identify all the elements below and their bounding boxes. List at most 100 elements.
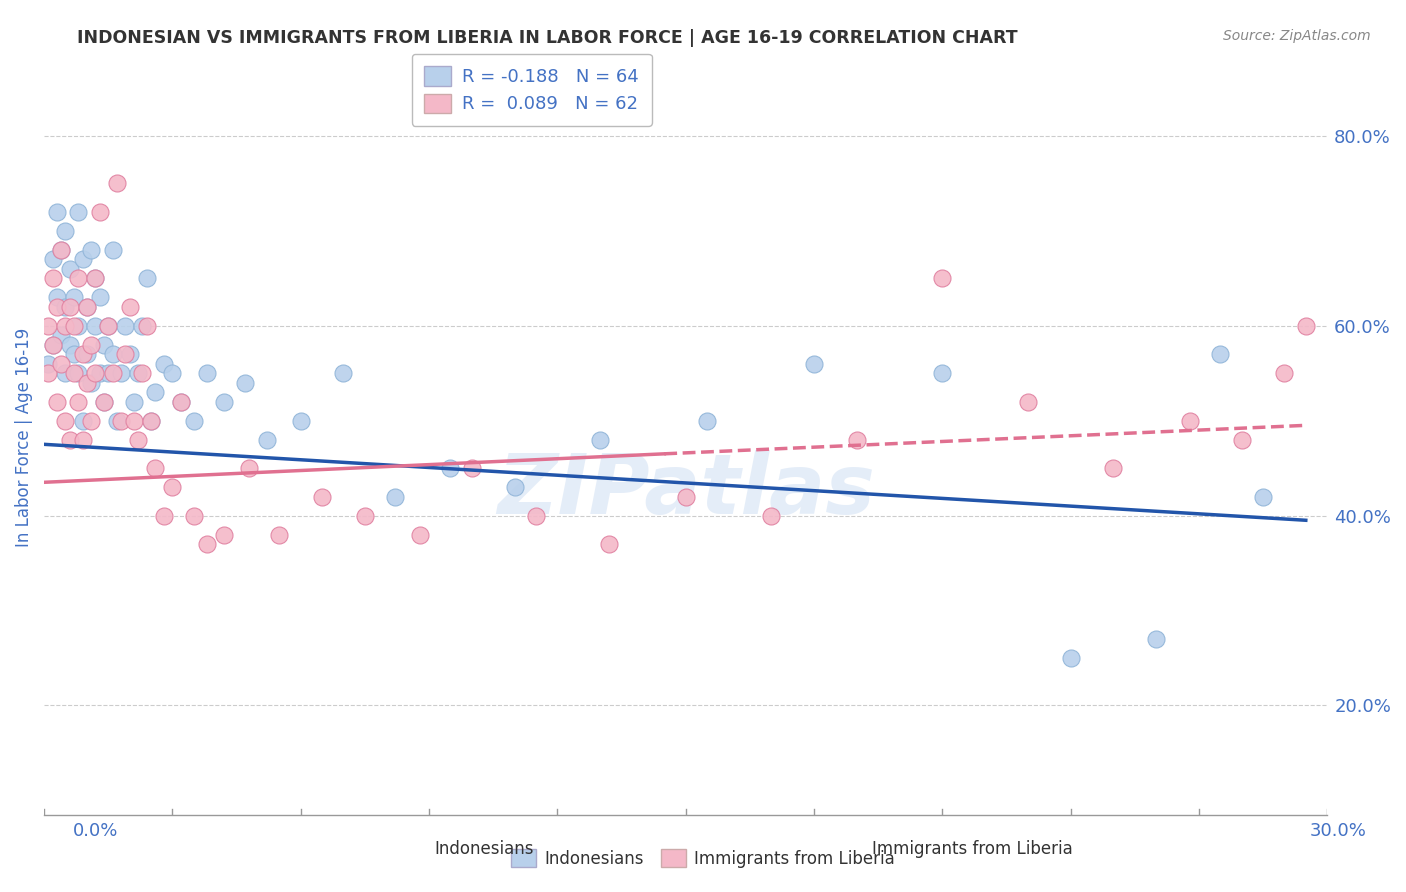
Point — [598, 537, 620, 551]
Legend: R = -0.188   N = 64, R =  0.089   N = 62: R = -0.188 N = 64, R = 0.089 N = 62 — [412, 54, 651, 126]
Point — [195, 537, 218, 551]
Point — [1144, 632, 1167, 646]
Point — [76, 376, 98, 390]
Point — [114, 318, 136, 333]
Point — [524, 508, 547, 523]
Point — [195, 366, 218, 380]
Point — [384, 490, 406, 504]
Point — [845, 433, 868, 447]
Text: ZIPatlas: ZIPatlas — [496, 450, 875, 531]
Point — [41, 337, 63, 351]
Point — [1230, 433, 1253, 447]
Point — [127, 366, 149, 380]
Point — [803, 357, 825, 371]
Point — [135, 271, 157, 285]
Y-axis label: In Labor Force | Age 16-19: In Labor Force | Age 16-19 — [15, 327, 32, 547]
Point — [63, 318, 86, 333]
Point — [89, 366, 111, 380]
Point — [84, 271, 107, 285]
Point — [118, 300, 141, 314]
Point — [59, 300, 82, 314]
Point — [51, 357, 73, 371]
Point — [143, 461, 166, 475]
Point — [290, 414, 312, 428]
Point — [238, 461, 260, 475]
Point — [183, 508, 205, 523]
Point — [162, 480, 184, 494]
Point — [1017, 394, 1039, 409]
Point — [41, 271, 63, 285]
Point — [67, 271, 90, 285]
Point — [143, 385, 166, 400]
Point — [122, 394, 145, 409]
Point — [1209, 347, 1232, 361]
Text: Indonesians: Indonesians — [434, 840, 534, 858]
Point — [80, 243, 103, 257]
Point — [589, 433, 612, 447]
Point — [76, 347, 98, 361]
Point — [675, 490, 697, 504]
Point — [80, 376, 103, 390]
Point — [139, 414, 162, 428]
Point — [354, 508, 377, 523]
Point — [67, 366, 90, 380]
Point — [51, 243, 73, 257]
Point — [76, 300, 98, 314]
Point — [461, 461, 484, 475]
Point — [409, 527, 432, 541]
Point — [153, 508, 176, 523]
Point — [72, 347, 94, 361]
Point — [93, 394, 115, 409]
Point — [131, 318, 153, 333]
Point — [45, 290, 67, 304]
Point — [135, 318, 157, 333]
Point — [1295, 318, 1317, 333]
Point — [105, 176, 128, 190]
Text: INDONESIAN VS IMMIGRANTS FROM LIBERIA IN LABOR FORCE | AGE 16-19 CORRELATION CHA: INDONESIAN VS IMMIGRANTS FROM LIBERIA IN… — [77, 29, 1018, 46]
Point — [110, 414, 132, 428]
Point — [269, 527, 291, 541]
Point — [1180, 414, 1202, 428]
Point — [97, 366, 120, 380]
Point — [1274, 366, 1296, 380]
Point — [84, 271, 107, 285]
Point — [80, 414, 103, 428]
Point — [55, 414, 77, 428]
Point — [1251, 490, 1274, 504]
Point — [84, 318, 107, 333]
Point — [183, 414, 205, 428]
Point — [439, 461, 461, 475]
Point — [59, 261, 82, 276]
Point — [170, 394, 193, 409]
Point — [37, 357, 59, 371]
Point — [93, 394, 115, 409]
Point — [45, 204, 67, 219]
Point — [114, 347, 136, 361]
Point — [696, 414, 718, 428]
Point — [67, 204, 90, 219]
Text: Immigrants from Liberia: Immigrants from Liberia — [872, 840, 1073, 858]
Text: Source: ZipAtlas.com: Source: ZipAtlas.com — [1223, 29, 1371, 43]
Point — [101, 243, 124, 257]
Point — [59, 337, 82, 351]
Point — [105, 414, 128, 428]
Point — [55, 366, 77, 380]
Point — [759, 508, 782, 523]
Point — [37, 366, 59, 380]
Point — [931, 271, 953, 285]
Point — [1102, 461, 1125, 475]
Point — [256, 433, 278, 447]
Point — [139, 414, 162, 428]
Point — [233, 376, 256, 390]
Point — [311, 490, 333, 504]
Point — [162, 366, 184, 380]
Point — [110, 366, 132, 380]
Point — [72, 252, 94, 267]
Point — [55, 318, 77, 333]
Point — [45, 300, 67, 314]
Point — [72, 433, 94, 447]
Point — [41, 252, 63, 267]
Point — [153, 357, 176, 371]
Point — [67, 318, 90, 333]
Point — [122, 414, 145, 428]
